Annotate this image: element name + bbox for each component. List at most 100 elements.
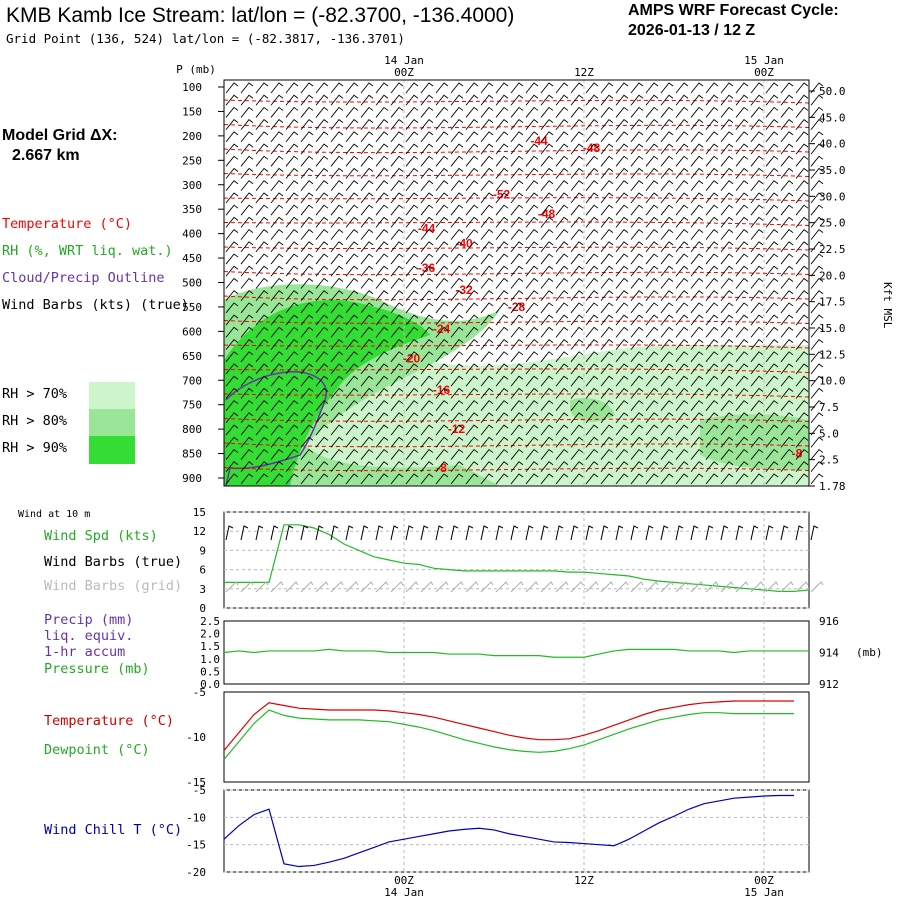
height-label-4: 30.0 bbox=[819, 190, 846, 203]
wind-barb-6-10 bbox=[375, 155, 389, 167]
wind-barb-1-6 bbox=[315, 94, 329, 106]
wind-barb-14-12 bbox=[405, 253, 419, 265]
wind-barb-4-11 bbox=[390, 131, 404, 143]
wind-barb-10-29 bbox=[660, 204, 674, 216]
wind-barb-19-24 bbox=[585, 314, 599, 326]
wind-barb-0-19 bbox=[510, 82, 524, 94]
wind-barb-7-32 bbox=[705, 167, 719, 179]
wind-barb-16-19 bbox=[510, 277, 524, 289]
wind-barb-29-39 bbox=[810, 436, 824, 448]
wind-barb-21-37 bbox=[780, 338, 794, 350]
wind-barb-27-28 bbox=[645, 412, 659, 424]
wind-barb-19-4 bbox=[285, 314, 299, 326]
wind-barb-15-37 bbox=[780, 265, 794, 277]
wind-barb-16-7 bbox=[330, 277, 344, 289]
surface-barb-grid-27 bbox=[630, 581, 644, 593]
wind-barb-9-27 bbox=[630, 192, 644, 204]
surface-barb-grid-10 bbox=[375, 581, 389, 593]
wind-barb-9-3 bbox=[270, 192, 284, 204]
wind-barb-12-20 bbox=[525, 229, 539, 240]
wind-barb-7-36 bbox=[765, 167, 779, 179]
forecast-cycle-label: AMPS WRF Forecast Cycle: bbox=[628, 2, 839, 19]
wind-barb-17-3 bbox=[270, 290, 284, 302]
wind-barb-27-29 bbox=[660, 412, 674, 424]
wind-barb-17-26 bbox=[615, 290, 629, 302]
wind-barb-32-24 bbox=[585, 473, 599, 485]
wind-barb-1-39 bbox=[810, 94, 824, 106]
wind-barb-32-35 bbox=[750, 473, 764, 485]
wind-barb-5-18 bbox=[495, 143, 509, 155]
wind-barb-32-20 bbox=[525, 473, 539, 485]
cs-time-day-2: 15 Jan bbox=[744, 54, 784, 67]
wind-barb-12-27 bbox=[630, 229, 644, 240]
wind-barb-8-15 bbox=[450, 180, 464, 192]
wind-barb-7-28 bbox=[645, 167, 659, 179]
wind-barb-16-37 bbox=[780, 277, 794, 289]
temperature-contour-6 bbox=[223, 246, 810, 251]
wind-barb-18-21 bbox=[540, 302, 554, 314]
wind-barb-21-17 bbox=[480, 338, 494, 350]
wind-barb-1-19 bbox=[510, 94, 524, 106]
wind-barb-18-36 bbox=[765, 302, 779, 314]
wind-barb-1-34 bbox=[735, 94, 749, 106]
wind-barb-11-35 bbox=[750, 216, 764, 228]
temp-ytick-0: -5 bbox=[193, 686, 206, 699]
surface-barb-true-23 bbox=[570, 525, 579, 541]
wind-barb-0-21 bbox=[540, 82, 554, 94]
wind-barb-2-33 bbox=[720, 106, 734, 118]
wind-barb-13-35 bbox=[750, 241, 764, 253]
wind-barb-24-38 bbox=[795, 375, 809, 387]
wind-barb-1-8 bbox=[345, 94, 359, 106]
wind-barb-31-9 bbox=[360, 461, 374, 473]
wind-barb-30-17 bbox=[480, 448, 494, 460]
wind-barb-28-11 bbox=[390, 424, 404, 436]
wind-barb-26-9 bbox=[360, 400, 374, 411]
surface-barb-true-18 bbox=[495, 525, 504, 541]
wind-barb-27-38 bbox=[795, 412, 809, 424]
wind-barb-26-29 bbox=[660, 400, 674, 411]
wind-barb-18-19 bbox=[510, 302, 524, 314]
wind-barb-20-16 bbox=[465, 326, 479, 338]
wind-barb-7-31 bbox=[690, 167, 704, 179]
wind-barb-8-30 bbox=[675, 180, 689, 192]
wind-barb-13-34 bbox=[735, 241, 749, 253]
pressure-label-2: 200 bbox=[182, 130, 202, 143]
surface-barb-grid-18 bbox=[495, 581, 509, 593]
wind-barb-21-9 bbox=[360, 338, 374, 350]
wind-barb-30-19 bbox=[510, 448, 524, 460]
wind-barb-20-26 bbox=[615, 326, 629, 338]
wind-barb-23-35 bbox=[750, 363, 764, 375]
wind-barb-19-32 bbox=[705, 314, 719, 326]
wind-barb-23-26 bbox=[615, 363, 629, 375]
wind-barb-4-17 bbox=[480, 131, 494, 143]
wind-barb-4-0 bbox=[225, 131, 239, 143]
wind-barb-11-29 bbox=[660, 216, 674, 228]
wind-barb-5-9 bbox=[360, 143, 374, 155]
wind-barb-22-30 bbox=[675, 351, 689, 363]
wind-barb-12-6 bbox=[315, 229, 329, 240]
pressure-unit-label: (mb) bbox=[856, 646, 883, 659]
legend-rh80: RH > 80% bbox=[2, 413, 68, 429]
wind-barb-2-12 bbox=[405, 106, 419, 118]
wind-barb-19-20 bbox=[525, 314, 539, 326]
wind-barb-23-19 bbox=[510, 363, 524, 375]
wind-barb-6-25 bbox=[600, 155, 614, 167]
wind-barb-30-20 bbox=[525, 448, 539, 460]
wind-barb-19-27 bbox=[630, 314, 644, 326]
wind-barb-17-20 bbox=[525, 290, 539, 302]
wind-barb-11-7 bbox=[330, 216, 344, 228]
wind-barb-10-3 bbox=[270, 204, 284, 216]
wind-barb-23-29 bbox=[660, 363, 674, 375]
wind-barb-18-27 bbox=[630, 302, 644, 314]
surface-barb-true-31 bbox=[690, 525, 699, 541]
wind-barb-32-27 bbox=[630, 473, 644, 485]
wind-barb-6-8 bbox=[345, 155, 359, 167]
wind-barb-24-39 bbox=[810, 375, 824, 387]
height-label-2: 40.0 bbox=[819, 138, 846, 151]
wind-barb-32-3 bbox=[270, 473, 284, 485]
wind-barb-23-38 bbox=[795, 363, 809, 375]
wind-barb-13-12 bbox=[405, 241, 419, 253]
wind-barb-8-21 bbox=[540, 180, 554, 192]
wind-barb-30-21 bbox=[540, 448, 554, 460]
wind-barb-14-37 bbox=[780, 253, 794, 265]
